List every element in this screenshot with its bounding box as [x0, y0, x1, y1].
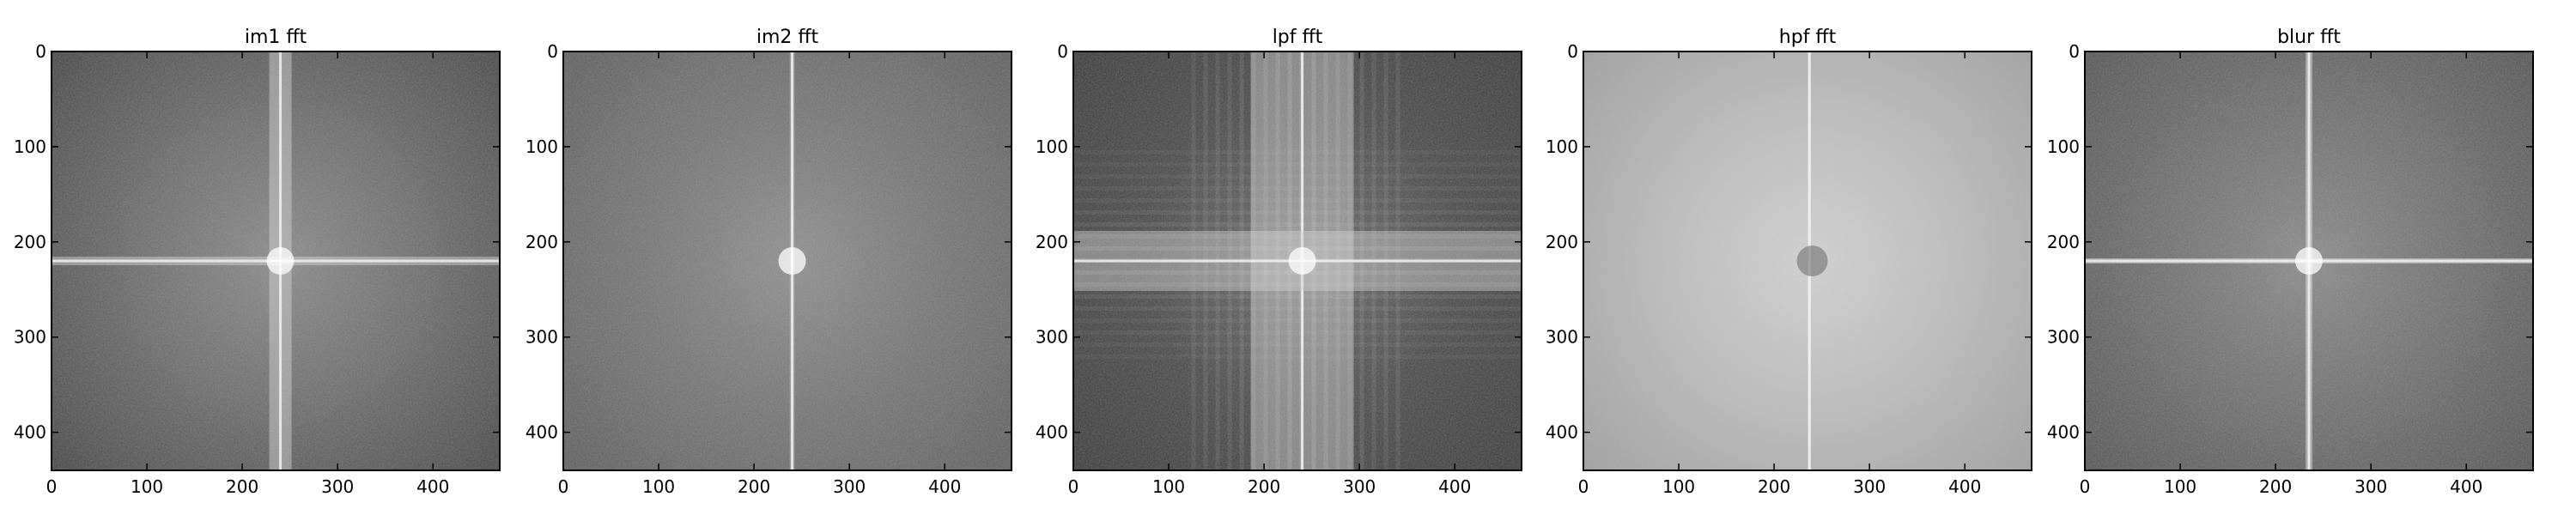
x-tick-label: 0: [1578, 476, 1589, 497]
x-tick-label: 300: [2354, 476, 2387, 497]
x-tick-label: 300: [833, 476, 866, 497]
panel-4: blur fft 0 100 200 300 400 0 100 200 300 400: [2047, 27, 2534, 497]
spectrum-image: [2085, 52, 2533, 470]
y-tick-label: 400: [1546, 422, 1578, 443]
x-tick-label: 0: [2080, 476, 2091, 497]
x-tick-label: 0: [558, 476, 569, 497]
y-tick-label: 300: [526, 327, 558, 348]
y-tick-label: 300: [2047, 327, 2080, 348]
y-tick-label: 0: [2069, 41, 2080, 62]
panel-title: im2 fft: [756, 27, 819, 48]
y-tick-label: 0: [35, 41, 46, 62]
y-tick-label: 200: [14, 232, 46, 252]
x-tick-label: 200: [1248, 476, 1280, 497]
axes-frame: [51, 51, 501, 471]
x-tick-label: 400: [416, 476, 449, 497]
x-tick-label: 200: [1758, 476, 1790, 497]
x-tick-label: 0: [1068, 476, 1079, 497]
panel-2: lpf fft 0 100 200 300 400 0 100 200 300 400: [1036, 27, 1522, 497]
y-tick-label: 300: [1546, 327, 1578, 348]
spectrum-image: [1073, 52, 1522, 470]
axes-frame: [1583, 51, 2032, 471]
x-tick-label: 400: [2450, 476, 2482, 497]
panel-3: hpf fft 0 100 200 300 400 0 100 200 300 400: [1546, 27, 2032, 497]
x-tick-label: 200: [2259, 476, 2292, 497]
y-tick-label: 0: [547, 41, 558, 62]
y-tick-label: 400: [14, 422, 46, 443]
x-tick-label: 200: [226, 476, 258, 497]
y-tick-label: 100: [1036, 136, 1068, 157]
panel-title: lpf fft: [1273, 27, 1323, 48]
y-tick-label: 100: [14, 136, 46, 157]
x-tick-label: 100: [1152, 476, 1185, 497]
y-tick-label: 200: [1546, 232, 1578, 252]
x-tick-label: 300: [1853, 476, 1886, 497]
x-tick-label: 100: [131, 476, 163, 497]
y-tick-label: 0: [1057, 41, 1068, 62]
y-tick-label: 100: [1546, 136, 1578, 157]
x-tick-label: 100: [1662, 476, 1695, 497]
panel-title: blur fft: [2277, 27, 2341, 48]
panel-0: im1 fft 0 100 200 300 400 0 100 200 300 400: [14, 27, 501, 497]
spectrum-image: [52, 52, 500, 470]
spectrum-image: [563, 52, 1012, 470]
y-tick-label: 0: [1567, 41, 1578, 62]
y-tick-label: 400: [1036, 422, 1068, 443]
axes-frame: [2084, 51, 2534, 471]
x-tick-label: 300: [1343, 476, 1376, 497]
spectrum-image: [1583, 52, 2032, 470]
y-tick-label: 200: [2047, 232, 2080, 252]
x-tick-label: 400: [1438, 476, 1471, 497]
x-tick-label: 100: [642, 476, 675, 497]
x-tick-label: 0: [46, 476, 58, 497]
y-tick-label: 400: [526, 422, 558, 443]
x-tick-label: 200: [738, 476, 770, 497]
axes-frame: [562, 51, 1012, 471]
y-tick-label: 200: [1036, 232, 1068, 252]
panel-title: hpf fft: [1779, 27, 1837, 48]
axes-frame: [1072, 51, 1522, 471]
panel-title: im1 fft: [245, 27, 307, 48]
y-tick-label: 200: [526, 232, 558, 252]
y-tick-label: 100: [526, 136, 558, 157]
x-tick-label: 100: [2164, 476, 2196, 497]
y-tick-label: 400: [2047, 422, 2080, 443]
y-tick-label: 300: [14, 327, 46, 348]
y-tick-label: 100: [2047, 136, 2080, 157]
x-tick-label: 300: [321, 476, 354, 497]
x-tick-label: 400: [928, 476, 961, 497]
panel-1: im2 fft 0 100 200 300 400 0 100 200 300 400: [526, 27, 1012, 497]
y-tick-label: 300: [1036, 327, 1068, 348]
x-tick-label: 400: [1948, 476, 1981, 497]
